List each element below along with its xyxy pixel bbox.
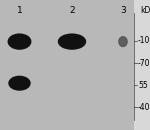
Text: -70: -70 (138, 58, 150, 68)
Ellipse shape (58, 34, 85, 49)
Text: 55: 55 (138, 81, 148, 90)
Text: -40: -40 (138, 103, 150, 112)
Ellipse shape (9, 76, 30, 90)
Text: kDa: kDa (140, 6, 150, 15)
Text: 3: 3 (120, 6, 126, 15)
Ellipse shape (119, 37, 127, 46)
FancyBboxPatch shape (134, 0, 150, 130)
FancyBboxPatch shape (0, 0, 134, 130)
Text: 2: 2 (69, 6, 75, 15)
Text: -100: -100 (138, 36, 150, 46)
Text: 1: 1 (17, 6, 22, 15)
Ellipse shape (8, 34, 31, 49)
